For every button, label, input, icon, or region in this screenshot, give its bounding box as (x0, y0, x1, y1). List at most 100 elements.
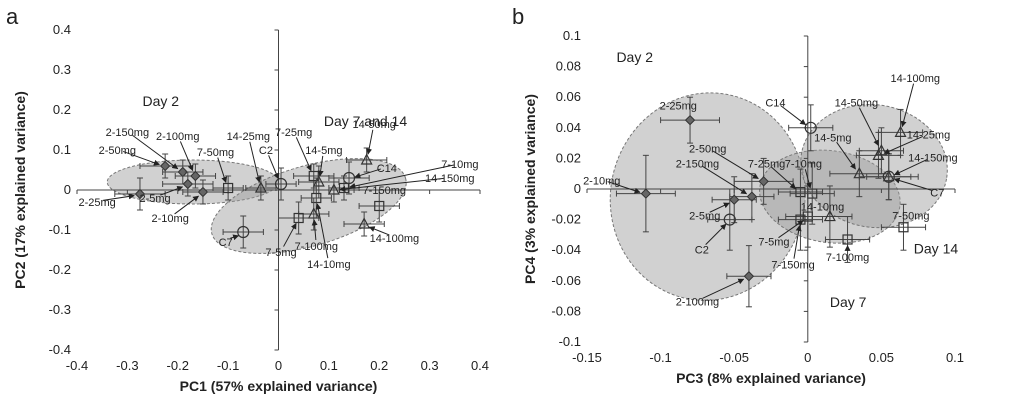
label-arrow (709, 202, 730, 213)
label-arrow (160, 185, 184, 196)
point-2-100mg (190, 170, 201, 182)
point-7-5mg (293, 212, 304, 224)
point-label: 14-150mg (908, 152, 958, 164)
x-tick-label: 0.4 (471, 358, 489, 373)
point-label: 14-5mg (814, 133, 851, 145)
point-14-150mg (327, 183, 340, 195)
point-label: C7 (930, 188, 944, 200)
group-ellipse (800, 103, 948, 229)
point-label: 7-100mg (295, 241, 338, 253)
point-label: 7-50mg (892, 211, 929, 223)
x-tick-label: 0.1 (946, 350, 964, 365)
point-label: 2-5mg (139, 193, 170, 205)
point-label: 7-5mg (265, 247, 296, 259)
label-arrow (132, 134, 179, 170)
x-tick-label: -0.2 (167, 358, 189, 373)
group-label: Day 2 (616, 49, 653, 65)
point-label: 2-150mg (676, 159, 719, 171)
point-label: 2-100mg (156, 131, 199, 143)
label-arrow (900, 83, 915, 128)
point-7-100mg (842, 234, 853, 245)
point-2-50mg (758, 176, 769, 187)
label-arrow (315, 203, 329, 259)
point-2-5mg (728, 194, 740, 205)
y-tick-label: 0.4 (53, 22, 71, 37)
label-arrow (268, 155, 280, 180)
x-tick-label: 0.1 (320, 358, 338, 373)
point-label: 7-100mg (826, 252, 869, 264)
y-tick-label: -0.2 (49, 262, 71, 277)
point-label: 7-50mg (197, 147, 234, 159)
y-tick-label: 0.1 (563, 28, 581, 43)
point-14-10mg (823, 209, 836, 222)
point-label: 14-5mg (305, 145, 342, 157)
point-C2 (274, 177, 288, 191)
point-14-25mg (254, 181, 267, 193)
label-arrow (283, 222, 297, 247)
point-2-150mg (746, 191, 758, 202)
point-label: C14 (765, 97, 785, 109)
panel-letter-b: b (512, 4, 524, 29)
label-arrow (893, 158, 928, 176)
x-axis-title: PC1 (57% explained variance) (180, 378, 378, 394)
x-tick-label: -0.1 (649, 350, 671, 365)
point-label: 2-10mg (583, 175, 620, 187)
point-label: 2-50mg (689, 143, 726, 155)
label-arrow (793, 224, 802, 259)
point-label: 14-50mg (353, 119, 396, 131)
label-arrow (230, 234, 240, 241)
y-axis-title: PC2 (17% explained variance) (12, 91, 28, 289)
label-arrow (712, 150, 759, 180)
y-tick-label: -0.3 (49, 302, 71, 317)
point-C7 (882, 170, 895, 183)
label-arrow (217, 157, 228, 183)
point-label: 7-25mg (275, 127, 312, 139)
point-2-5mg (182, 178, 194, 190)
label-arrow (858, 107, 879, 147)
point-label: 14-10mg (307, 259, 350, 271)
point-label: 14-10mg (801, 201, 844, 213)
panel-letter-a: a (6, 4, 19, 29)
y-axis-title: PC4 (3% explained variance) (522, 94, 538, 284)
label-arrow (339, 177, 444, 192)
point-label: 14-25mg (227, 131, 270, 143)
x-tick-label: -0.15 (572, 350, 602, 365)
x-tick-label: 0 (275, 358, 282, 373)
point-2-10mg (197, 186, 209, 198)
x-tick-label: 0 (804, 350, 811, 365)
x-tick-label: -0.1 (217, 358, 239, 373)
point-label: 14-100mg (890, 73, 940, 85)
point-label: 7-10mg (441, 159, 478, 171)
point-7-50mg (898, 222, 909, 233)
group-label: Day 2 (142, 93, 179, 109)
point-label: C14 (377, 163, 397, 175)
y-tick-label: -0.4 (49, 342, 71, 357)
x-tick-label: 0.2 (370, 358, 388, 373)
point-label: 2-5mg (689, 211, 720, 223)
y-tick-label: -0.04 (551, 242, 581, 257)
x-tick-label: 0.3 (421, 358, 439, 373)
point-14-25mg (872, 148, 885, 160)
point-2-25mg (684, 114, 696, 126)
point-14-50mg (360, 153, 373, 165)
y-tick-label: 0.04 (556, 120, 581, 135)
y-tick-label: 0.1 (53, 142, 71, 157)
x-tick-label: -0.3 (116, 358, 138, 373)
point-2-10mg (640, 188, 652, 199)
label-arrow (366, 129, 374, 155)
group-label: Day 7 (830, 294, 867, 310)
y-tick-label: 0.2 (53, 102, 71, 117)
label-arrow (607, 181, 641, 194)
label-arrow (702, 278, 745, 299)
point-label: 2-25mg (660, 100, 697, 112)
y-tick-label: -0.02 (551, 212, 581, 227)
point-label: C7 (219, 237, 233, 249)
label-arrow (883, 135, 924, 155)
label-arrow (295, 137, 312, 172)
x-tick-label: 0.05 (869, 350, 894, 365)
y-tick-label: 0.06 (556, 89, 581, 104)
y-tick-label: -0.08 (551, 303, 581, 318)
label-arrow (354, 168, 382, 179)
label-arrow (368, 226, 390, 236)
